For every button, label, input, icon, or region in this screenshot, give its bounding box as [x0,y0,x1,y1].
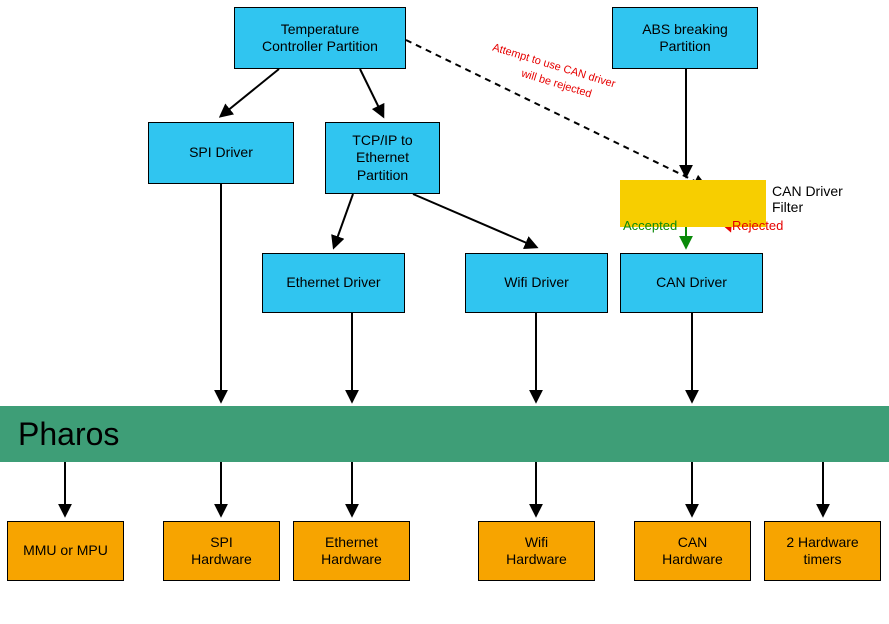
node-abs-breaking: ABS breakingPartition [612,7,758,69]
node-can-driver: CAN Driver [620,253,763,313]
node-label: Ethernet Driver [286,274,380,292]
node-label: WifiHardware [506,534,567,569]
node-spi-driver: SPI Driver [148,122,294,184]
node-wifi-driver: Wifi Driver [465,253,608,313]
label-rejected: Rejected [732,218,783,233]
node-hw-spi: SPIHardware [163,521,280,581]
edge-tc-to-tcpip [360,69,383,116]
node-label: EthernetHardware [321,534,382,569]
node-label: SPI Driver [189,144,253,162]
node-label: CANHardware [662,534,723,569]
node-tcpip: TCP/IP toEthernetPartition [325,122,440,194]
node-eth-driver: Ethernet Driver [262,253,405,313]
node-label: CAN Driver [656,274,727,292]
node-hw-can: CANHardware [634,521,751,581]
node-hw-eth: EthernetHardware [293,521,410,581]
node-hw-timers: 2 Hardwaretimers [764,521,881,581]
edge-tcpip-to-wifi [413,194,536,247]
node-label: Wifi Driver [504,274,569,292]
node-label: TCP/IP toEthernetPartition [352,132,412,185]
edge-tcpip-to-eth [334,194,353,247]
edge-tc-to-spi [221,69,279,116]
node-label: 2 Hardwaretimers [786,534,858,569]
node-hw-mmu: MMU or MPU [7,521,124,581]
node-label: TemperatureController Partition [262,21,378,56]
node-hw-wifi: WifiHardware [478,521,595,581]
label-accepted: Accepted [623,218,677,233]
node-pharos: Pharos [0,406,889,462]
label-can-filter: CAN DriverFilter [772,183,843,215]
node-label: ABS breakingPartition [642,21,728,56]
node-label: Pharos [18,414,119,454]
node-label: SPIHardware [191,534,252,569]
node-label: MMU or MPU [23,542,108,560]
node-temp-controller: TemperatureController Partition [234,7,406,69]
diagram-canvas: TemperatureController Partition ABS brea… [0,0,889,624]
